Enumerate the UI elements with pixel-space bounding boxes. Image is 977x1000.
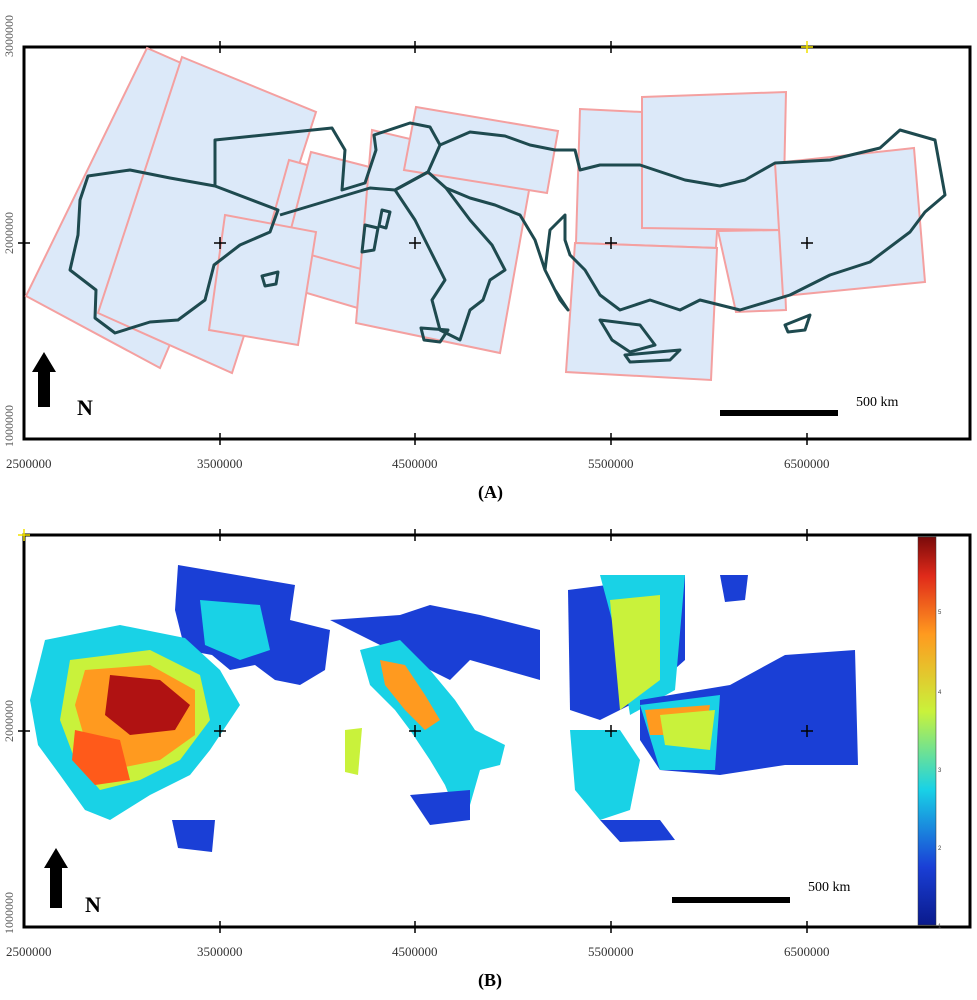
raster-region [410,790,470,825]
raster-region [380,660,440,730]
panel-a: 3000000 2000000 1000000 2500000 3500000 … [2,15,972,502]
grid-cross [605,529,617,541]
grid-crosses [18,41,813,445]
raster-region [610,595,660,710]
grid-cross [409,237,421,249]
grid-cross [214,529,226,541]
grid-cross [801,921,813,933]
tile-footprint [773,146,927,298]
colorbar-tick: 1 [938,924,942,930]
grid-cross [801,433,813,445]
x-tick-label: 4500000 [392,456,438,471]
y-tick-label: 1000000 [2,892,16,934]
colorbar [917,536,937,926]
grid-cross [409,921,421,933]
coastline-balearic [260,270,280,288]
grid-cross [605,921,617,933]
panel-label-b: (B) [478,970,502,990]
tile-footprint [716,228,788,314]
x-tick-label: 5500000 [588,944,634,959]
grid-cross [409,41,421,53]
tile-footprints [24,46,927,382]
x-tick-label: 6500000 [784,456,830,471]
coastlines [68,121,947,364]
grid-cross [801,725,813,737]
north-label: N [85,892,101,917]
grid-cross [18,725,30,737]
y-tick-label: 3000000 [2,15,16,57]
x-tick-label: 3500000 [197,944,243,959]
x-tick-label: 6500000 [784,944,830,959]
grid-cross-marker [18,529,30,541]
colorbar-tick: 3 [938,768,942,774]
grid-cross [214,41,226,53]
north-arrow-icon [32,352,56,407]
grid-cross [801,529,813,541]
grid-cross-marker [801,41,813,53]
colorbar-tick: 5 [938,610,942,616]
grid-cross [409,725,421,737]
coastline-crete [623,348,682,364]
tile-footprint [402,105,560,195]
raster-region [660,710,715,750]
raster-region [200,600,270,660]
grid-cross [214,433,226,445]
grid-cross [605,237,617,249]
panel-label-a: (A) [478,482,503,502]
coastline-greece-islands [598,318,657,354]
raster-region [600,820,675,842]
grid-cross [18,237,30,249]
raster-region [345,728,362,775]
grid-cross [605,433,617,445]
x-tick-label: 5500000 [588,456,634,471]
y-tick-label: 1000000 [2,405,16,447]
coastline-france [213,121,442,217]
colorbar-tick: 2 [938,846,942,852]
north-label: N [77,395,93,420]
scale-bar [720,410,838,416]
grid-cross [409,529,421,541]
y-tick-label: 2000000 [2,212,16,254]
raster-eastern-region [568,575,858,842]
coastline-sicily [419,326,450,344]
grid-cross [214,725,226,737]
grid-crosses [18,529,813,933]
grid-cross [214,237,226,249]
tile-footprint [641,90,788,232]
raster-region [105,675,190,735]
coastline-balkans [439,128,947,312]
raster-region [570,730,640,820]
y-tick-label: 2000000 [2,700,16,742]
grid-cross [605,725,617,737]
coastline-italy [393,170,507,342]
grid-cross [409,433,421,445]
colorbar-tick: 4 [938,690,942,696]
coastline-iberia [68,168,280,335]
panel-a-map [18,41,972,445]
raster-region [330,605,540,680]
grid-cross [801,237,813,249]
raster-region [72,730,130,785]
raster-region [172,820,215,852]
x-tick-label: 4500000 [392,944,438,959]
raster-western-region [30,565,540,852]
panel-b: 2000000 1000000 2500000 3500000 4500000 … [0,520,977,1000]
panel-b-map [18,529,972,933]
x-tick-label: 2500000 [6,456,52,471]
grid-cross [605,41,617,53]
coastline-cyprus [783,313,812,334]
coastline-corsica [377,208,392,230]
x-tick-label: 2500000 [6,944,52,959]
grid-cross [214,921,226,933]
raster-region [720,575,748,602]
x-tick-label: 3500000 [197,456,243,471]
scale-bar-label: 500 km [856,395,899,410]
scale-bar-label: 500 km [808,880,851,895]
scale-bar [672,897,790,903]
tile-footprint [564,241,719,382]
north-arrow-icon [44,848,68,908]
coastline-sardinia [360,223,380,254]
